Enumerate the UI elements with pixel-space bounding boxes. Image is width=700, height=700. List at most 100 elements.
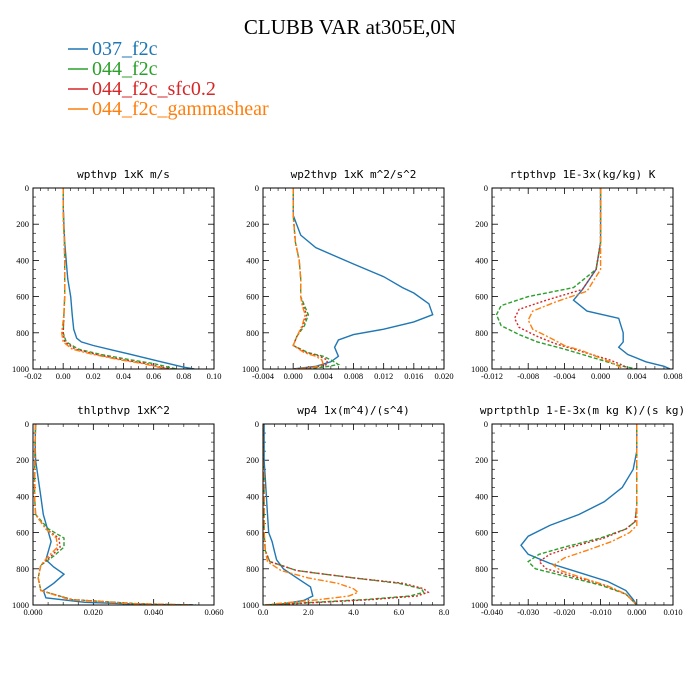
y-tick-label: 400 <box>475 491 488 501</box>
y-tick-label: 800 <box>246 328 259 338</box>
x-tick-label: 2.0 <box>303 607 314 617</box>
axes-frame <box>32 187 215 370</box>
x-tick-label: 0.00 <box>56 371 71 381</box>
y-tick-label: 0 <box>255 419 259 429</box>
y-tick-label: 800 <box>246 564 259 574</box>
y-tick-label: 0 <box>255 183 259 193</box>
x-tick-label: -0.004 <box>252 371 275 381</box>
x-tick-label: 0.04 <box>116 371 132 381</box>
series-line-044-f2c-gammashear <box>552 424 638 605</box>
panel-title: wpthvp 1xK m/s <box>77 168 170 181</box>
x-tick-label: -0.040 <box>481 607 503 617</box>
y-tick-label: 0 <box>25 419 29 429</box>
figure-title: CLUBB VAR at305E,0N <box>244 15 456 39</box>
y-tick-label: 200 <box>246 455 259 465</box>
x-tick-label: 6.0 <box>393 607 404 617</box>
y-tick-label: 1000 <box>242 364 259 374</box>
axes-frame <box>262 423 445 606</box>
axes-frame <box>491 423 674 606</box>
series-line-044-f2c-gammashear <box>292 188 325 369</box>
y-tick-label: 800 <box>475 328 488 338</box>
panel-title: wp4 1x(m^4)/(s^4) <box>297 404 410 417</box>
chart-panel: wp2thvp 1xK m^2/s^2 -0.004 0.000 0.004 0.008… <box>242 168 454 381</box>
x-tick-label: 0.08 <box>176 371 191 381</box>
x-tick-label: 8.0 <box>439 607 450 617</box>
panel-title: rtpthvp 1E-3x(kg/kg) K <box>510 168 656 181</box>
y-tick-label: 200 <box>246 219 259 229</box>
x-tick-label: -0.030 <box>517 607 539 617</box>
x-tick-label: 0.004 <box>314 371 334 381</box>
x-tick-label: -0.012 <box>481 371 503 381</box>
y-tick-label: 400 <box>475 255 488 265</box>
y-tick-label: 600 <box>246 528 259 538</box>
y-tick-label: 600 <box>475 528 488 538</box>
x-tick-label: -0.010 <box>590 607 612 617</box>
series-line-037-f2c <box>520 424 638 605</box>
y-tick-label: 1000 <box>471 364 488 374</box>
legend-label: 044_f2c_sfc0.2 <box>92 78 216 100</box>
y-tick-label: 0 <box>25 183 29 193</box>
x-tick-label: 0.010 <box>663 607 682 617</box>
legend: 037_f2c044_f2c044_f2c_sfc0.2044_f2c_gamm… <box>68 38 269 120</box>
chart-panel: wp4 1x(m^4)/(s^4) 0.0 2.0 4.0 6.0 8.0 0 200 400 6… <box>242 404 449 617</box>
y-tick-label: 200 <box>475 219 488 229</box>
y-tick-label: 1000 <box>242 600 259 610</box>
panel-title: wprtpthlp 1-E-3x(m kg K)/(s kg) <box>480 404 685 417</box>
y-tick-label: 200 <box>475 455 488 465</box>
x-tick-label: -0.02 <box>24 371 42 381</box>
series-line-044-f2c-sfc0-2 <box>263 424 430 605</box>
x-tick-label: 0.06 <box>146 371 161 381</box>
y-tick-label: 0 <box>484 419 488 429</box>
axes-frame <box>32 423 215 606</box>
x-tick-label: 0.02 <box>86 371 101 381</box>
x-tick-label: 0.000 <box>284 371 303 381</box>
y-tick-label: 1000 <box>12 600 29 610</box>
x-tick-label: 0.10 <box>207 371 222 381</box>
series-line-037-f2c <box>292 188 434 369</box>
x-tick-label: 0.060 <box>204 607 223 617</box>
axes-frame <box>491 187 674 370</box>
x-tick-label: 0.020 <box>84 607 103 617</box>
x-tick-label: 0.0 <box>258 607 269 617</box>
chart-panel: wprtpthlp 1-E-3x(m kg K)/(s kg) -0.040 -0.… <box>471 404 685 617</box>
x-tick-label: 0.008 <box>663 371 682 381</box>
series-line-044-f2c-gammashear <box>60 188 169 369</box>
y-tick-label: 800 <box>475 564 488 574</box>
x-tick-label: -0.004 <box>553 371 576 381</box>
panel-title: thlpthvp 1xK^2 <box>77 404 170 417</box>
y-tick-label: 800 <box>16 564 29 574</box>
panels: wpthvp 1xK m/s-0.02 0.00 0.02 0.04 0.06 0.08 0… <box>12 168 685 617</box>
series-line-037-f2c <box>34 424 194 605</box>
chart-panel: thlpthvp 1xK^2 0.000 0.020 0.040 0.060 0 200 40… <box>12 404 224 617</box>
chart-panel: rtpthvp 1E-3x(kg/kg) K -0.012 -0.008 -0.004… <box>471 168 683 381</box>
y-tick-label: 1000 <box>471 600 488 610</box>
series-line-044-f2c <box>263 424 425 605</box>
y-tick-label: 400 <box>246 491 259 501</box>
y-tick-label: 0 <box>484 183 488 193</box>
x-tick-label: 0.000 <box>591 371 610 381</box>
x-tick-label: 0.016 <box>404 371 423 381</box>
chart-panel: wpthvp 1xK m/s -0.02 0.00 0.02 0.04 0.06 0.08 0… <box>12 168 221 381</box>
x-tick-label: 0.020 <box>434 371 453 381</box>
axes-frame <box>262 187 445 370</box>
series-line-044-f2c-sfc0-2 <box>513 188 629 369</box>
x-tick-label: 0.008 <box>344 371 363 381</box>
x-tick-label: 0.004 <box>627 371 647 381</box>
panel-title: wp2thvp 1xK m^2/s^2 <box>291 168 417 181</box>
legend-label: 037_f2c <box>92 38 158 60</box>
y-tick-label: 200 <box>16 219 29 229</box>
x-tick-label: 4.0 <box>348 607 359 617</box>
y-tick-label: 600 <box>16 292 29 302</box>
y-tick-label: 200 <box>16 455 29 465</box>
y-tick-label: 1000 <box>12 364 29 374</box>
series-line-044-f2c-gammashear <box>527 188 624 369</box>
series-line-044-f2c-gammashear <box>33 424 189 605</box>
x-tick-label: -0.020 <box>553 607 575 617</box>
series-line-037-f2c <box>263 424 314 605</box>
x-tick-label: 0.000 <box>23 607 42 617</box>
legend-label: 044_f2c <box>92 58 158 80</box>
x-tick-label: 0.000 <box>627 607 646 617</box>
y-tick-label: 600 <box>475 292 488 302</box>
y-tick-label: 400 <box>16 255 29 265</box>
